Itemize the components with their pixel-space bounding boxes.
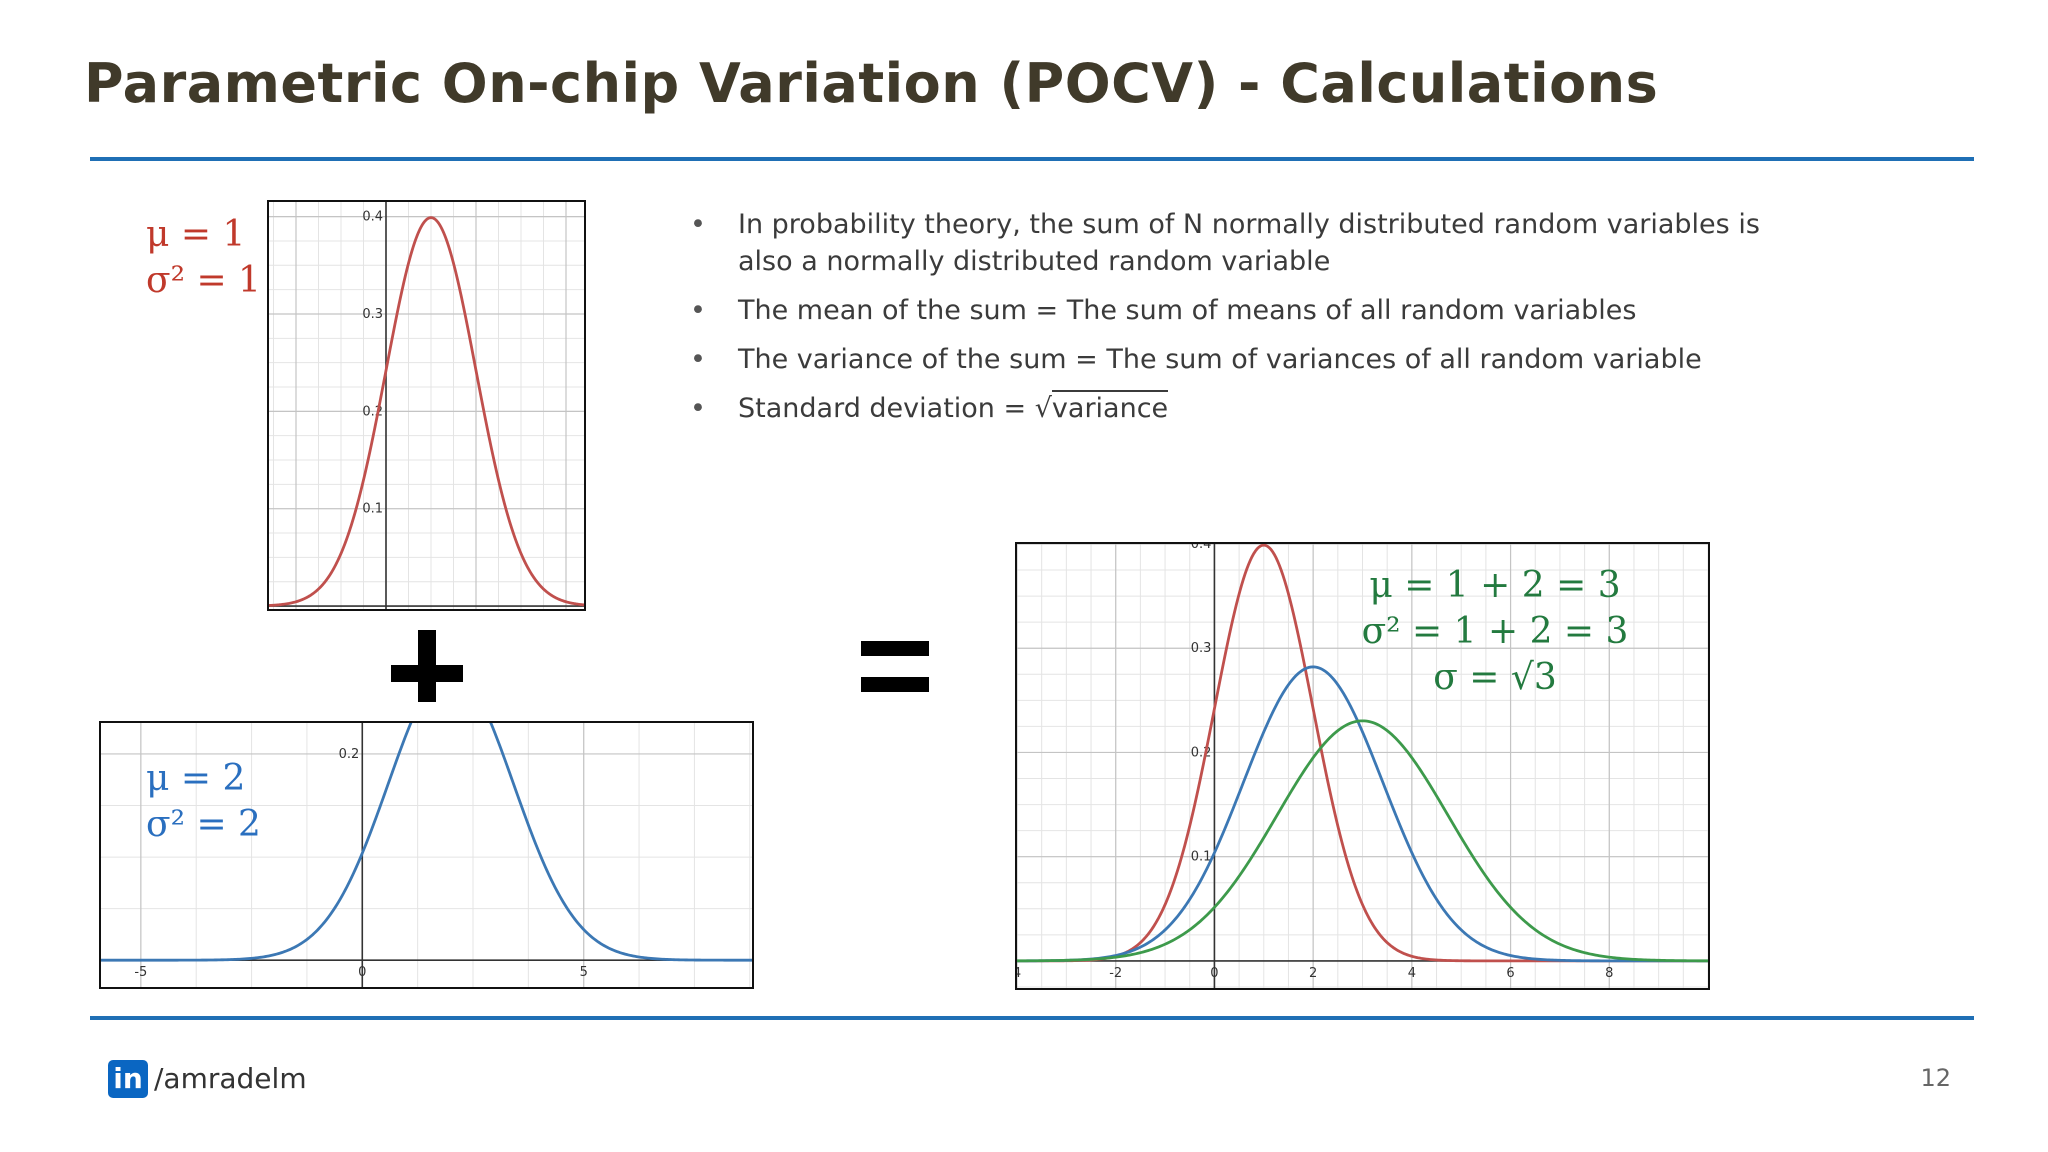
page-number: 12 [1920, 1064, 1951, 1092]
formula-sum-variance: σ² = 1 + 2 = 3 [1361, 611, 1629, 652]
chart-second-distribution: -5 0 5 0.2 [99, 721, 754, 989]
bottom-divider [90, 1016, 1974, 1020]
formula-sum-sd: σ = √3 [1433, 657, 1557, 698]
x-tick-label: 2 [1309, 966, 1317, 981]
y-tick-label: 0.4 [362, 210, 383, 225]
chart-first-distribution: -20240.10.20.30.4 [267, 200, 586, 611]
formula-first: μ = 1 σ² = 1 [146, 212, 261, 304]
y-tick-label: 0.2 [1191, 745, 1212, 760]
formula-second: μ = 2 σ² = 2 [146, 756, 261, 848]
formula-second-variance: σ² = 2 [146, 804, 261, 845]
x-tick-label: 0 [358, 965, 366, 980]
bullet-item: The mean of the sum = The sum of means o… [690, 292, 1800, 329]
bullet-item: The variance of the sum = The sum of var… [690, 341, 1800, 378]
y-tick-label: 0.4 [1191, 544, 1212, 552]
bullet-item: Standard deviation = √variance [690, 390, 1800, 427]
formula-first-variance: σ² = 1 [146, 260, 261, 301]
chart-sum-distribution: 4 -2 0 2 4 6 8 0.1 0.2 0.3 0.4 [1015, 542, 1710, 990]
bullet-item: In probability theory, the sum of N norm… [690, 206, 1800, 280]
formula-sum-mean: μ = 1 + 2 = 3 [1369, 565, 1621, 606]
linkedin-icon: in [108, 1060, 148, 1098]
bullet-list: In probability theory, the sum of N norm… [690, 206, 1800, 439]
sqrt-symbol: √ [1034, 393, 1052, 424]
y-tick-label: 0.2 [339, 747, 360, 762]
footer-handle[interactable]: /amradelm [154, 1062, 307, 1095]
slide-title: Parametric On-chip Variation (POCV) - Ca… [84, 52, 1659, 115]
normal-curve [1017, 719, 1708, 963]
formula-first-mean: μ = 1 [146, 214, 246, 255]
y-tick-label: 0.1 [1191, 850, 1212, 865]
x-tick-label: 5 [580, 965, 588, 980]
x-tick-label: 4 [1017, 966, 1021, 981]
y-tick-label: 0.1 [362, 502, 383, 517]
bullet-sqrt-prefix: Standard deviation = [738, 393, 1035, 424]
x-tick-label: 0 [1210, 966, 1218, 981]
formula-sum: μ = 1 + 2 = 3 σ² = 1 + 2 = 3 σ = √3 [1350, 563, 1640, 701]
normal-curve [101, 723, 752, 962]
top-divider [90, 157, 1974, 161]
formula-second-mean: μ = 2 [146, 758, 246, 799]
x-tick-label: 6 [1506, 966, 1514, 981]
normal-curve [1017, 665, 1708, 963]
sqrt-argument: variance [1051, 390, 1169, 424]
x-tick-label: -5 [134, 965, 147, 980]
y-tick-label: 0.3 [362, 307, 383, 322]
x-tick-label: 8 [1605, 966, 1613, 981]
y-tick-label: 0.3 [1191, 641, 1212, 656]
normal-curve [269, 216, 584, 607]
x-tick-label: -2 [1109, 966, 1122, 981]
x-tick-label: 4 [1408, 966, 1416, 981]
